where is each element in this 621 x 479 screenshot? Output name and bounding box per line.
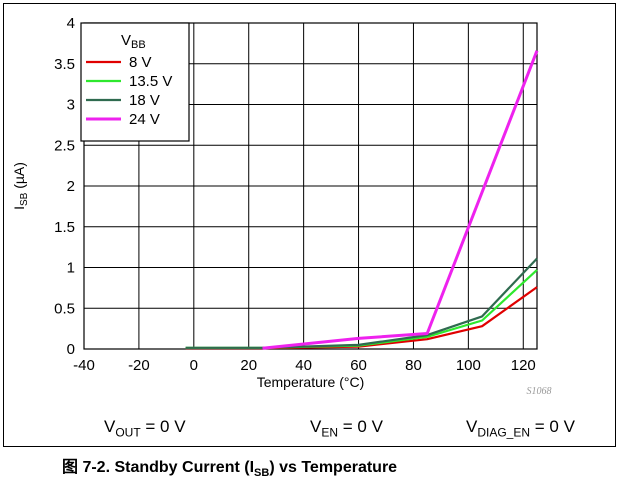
y-tick-label: 1 bbox=[67, 260, 75, 277]
legend: VBB 8 V 13.5 V 18 V 24 V bbox=[80, 22, 190, 142]
figure-frame: -40 -20 0 20 40 60 80 100 120 0 0.5 1 1.5 2 2.5 3 3.5 4 Te… bbox=[3, 3, 616, 447]
figure-id-watermark: S1068 bbox=[527, 386, 552, 397]
x-tick-label: -40 bbox=[73, 357, 95, 374]
legend-entry: 18 V bbox=[129, 92, 160, 109]
y-tick-label: 4 bbox=[67, 15, 75, 32]
condition-ven: VEN = 0 V bbox=[310, 417, 383, 440]
y-tick-label: 0 bbox=[67, 341, 75, 358]
series-line-13-5-v bbox=[185, 269, 538, 349]
condition-vout: VOUT = 0 V bbox=[104, 417, 186, 440]
x-tick-label: -20 bbox=[128, 357, 150, 374]
x-tick-label: 20 bbox=[240, 357, 257, 374]
chart: -40 -20 0 20 40 60 80 100 120 0 0.5 1 1.5 2 2.5 3 3.5 4 Te… bbox=[11, 15, 552, 397]
x-tick-label: 0 bbox=[190, 357, 198, 374]
y-tick-label: 1.5 bbox=[54, 219, 75, 236]
legend-entry: 8 V bbox=[129, 54, 152, 71]
x-tick-label: 80 bbox=[405, 357, 422, 374]
legend-title: VBB bbox=[121, 32, 146, 51]
y-tick-label: 2.5 bbox=[54, 137, 75, 154]
plot-border bbox=[83, 22, 538, 350]
series-line-24-v bbox=[262, 50, 539, 350]
y-tick-label: 0.5 bbox=[54, 300, 75, 317]
x-tick-label: 120 bbox=[511, 357, 536, 374]
y-tick-label: 3.5 bbox=[54, 56, 75, 73]
condition-vdiag-en: VDIAG_EN = 0 V bbox=[466, 417, 575, 440]
y-axis-label: ISB (µA) bbox=[11, 162, 30, 210]
y-tick-label: 2 bbox=[67, 178, 75, 195]
x-tick-label: 100 bbox=[456, 357, 481, 374]
x-tick-label: 60 bbox=[350, 357, 367, 374]
series-line-18-v bbox=[185, 257, 538, 349]
legend-entry: 13.5 V bbox=[129, 73, 172, 90]
legend-entry: 24 V bbox=[129, 111, 160, 128]
x-tick-label: 40 bbox=[295, 357, 312, 374]
x-axis-label: Temperature (°C) bbox=[257, 374, 365, 390]
figure-caption: 图 7-2. Standby Current (ISB) vs Temperat… bbox=[62, 459, 398, 479]
y-tick-label: 3 bbox=[67, 97, 75, 114]
